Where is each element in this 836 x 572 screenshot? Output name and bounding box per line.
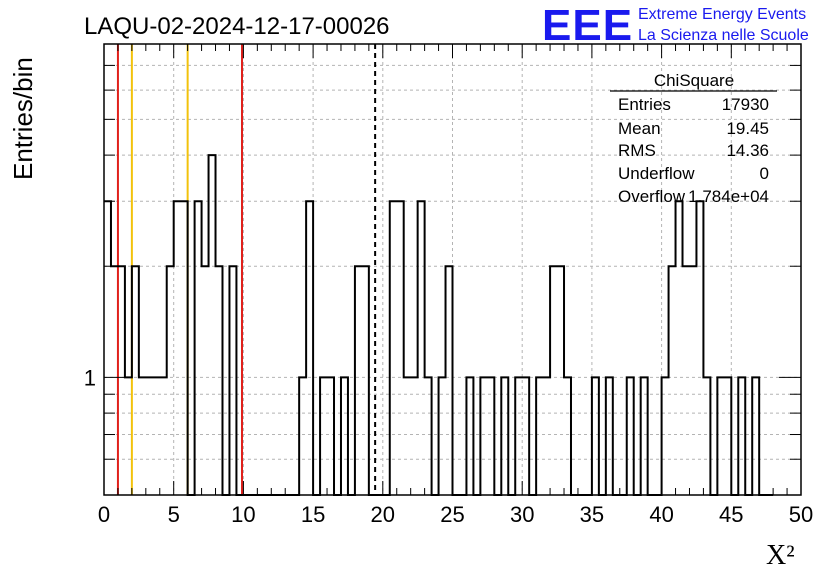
x-tick-label: 5 [168, 502, 180, 527]
x-tick-label: 35 [580, 502, 604, 527]
stats-label-entries: Entries [618, 95, 671, 114]
x-tick-label: 15 [301, 502, 325, 527]
stats-value-rms: 14.36 [726, 141, 769, 160]
stats-box: ChiSquare Entries 17930 Mean 19.45 RMS 1… [610, 71, 777, 206]
x-tick-label: 0 [98, 502, 110, 527]
stats-value-overflow: 1.784e+04 [688, 187, 769, 206]
reference-lines [116, 44, 377, 495]
eee-logo: EEE Extreme Energy Events La Scienza nel… [542, 1, 809, 50]
axis-ticks: 0 5 10 15 20 25 30 35 40 45 50 1 [84, 44, 813, 527]
stats-value-mean: 19.45 [726, 119, 769, 138]
stats-label-rms: RMS [618, 141, 656, 160]
stats-label-mean: Mean [618, 119, 661, 138]
x-tick-label: 20 [371, 502, 395, 527]
stats-value-entries: 17930 [722, 95, 769, 114]
x-tick-label: 50 [789, 502, 813, 527]
x-tick-label: 40 [649, 502, 673, 527]
histogram-bins [104, 154, 774, 496]
stats-label-overflow: Overflow [618, 187, 686, 206]
stats-title: ChiSquare [654, 71, 734, 90]
logo-mark: EEE [542, 1, 633, 50]
stats-label-underflow: Underflow [618, 164, 695, 183]
x-tick-label: 25 [440, 502, 464, 527]
chart-title: LAQU-02-2024-12-17-00026 [84, 13, 390, 40]
histogram-outline [104, 154, 774, 496]
x-tick-label: 45 [719, 502, 743, 527]
x-tick-label: 10 [231, 502, 255, 527]
logo-line1: Extreme Energy Events [638, 6, 806, 23]
y-tick-label: 1 [84, 365, 96, 390]
stats-value-underflow: 0 [760, 164, 769, 183]
logo-line2: La Scienza nelle Scuole [638, 27, 809, 44]
y-axis-label: Entries/bin [8, 57, 38, 180]
x-axis-label: X² [766, 540, 795, 571]
x-tick-label: 30 [510, 502, 534, 527]
